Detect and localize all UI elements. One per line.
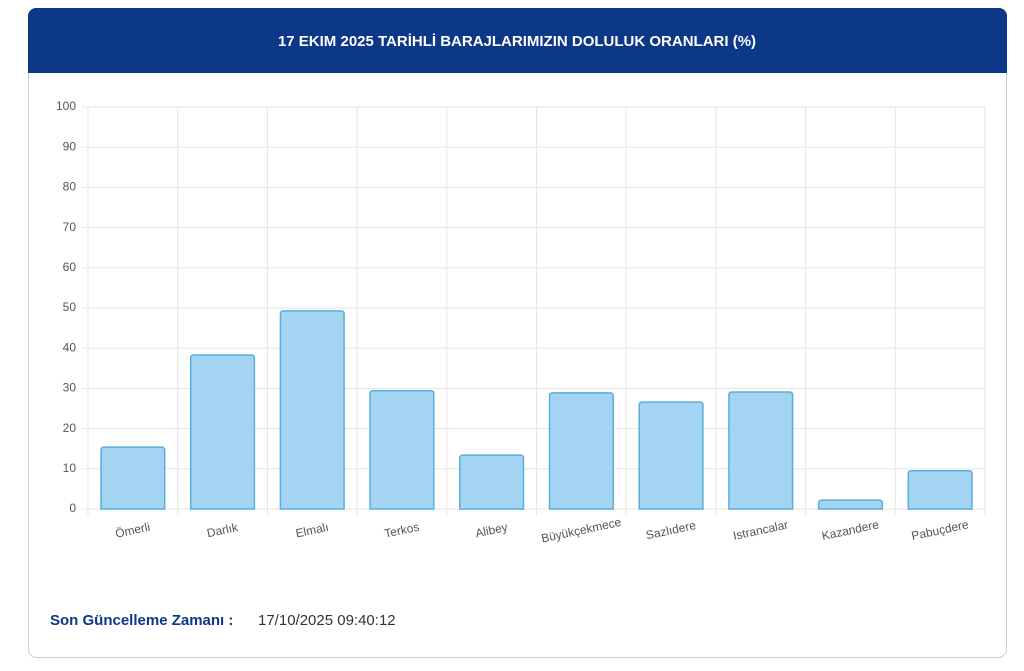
card bbox=[28, 8, 1007, 658]
x-tick-label: Darlık bbox=[206, 520, 241, 540]
y-tick-label: 60 bbox=[63, 260, 77, 274]
footer-value: 17/10/2025 09:40:12 bbox=[258, 612, 396, 629]
y-tick-label: 0 bbox=[69, 501, 76, 515]
header bbox=[28, 8, 1007, 73]
bar bbox=[100, 446, 166, 510]
y-tick-label: 100 bbox=[56, 99, 76, 113]
bar bbox=[369, 390, 435, 510]
bar bbox=[817, 499, 884, 510]
y-tick-label: 80 bbox=[63, 180, 77, 194]
x-tick-label: Alibey bbox=[474, 520, 509, 540]
bar bbox=[189, 354, 256, 510]
bar bbox=[548, 392, 614, 510]
y-tick-label: 20 bbox=[63, 421, 77, 435]
y-tick-label: 90 bbox=[63, 139, 77, 153]
x-tick-label: Elmalı bbox=[294, 520, 330, 541]
y-tick-label: 50 bbox=[63, 300, 77, 314]
y-tick-label: 30 bbox=[63, 381, 77, 395]
bar bbox=[279, 310, 345, 510]
footer-label: Son Güncelleme Zamanı : bbox=[50, 612, 233, 629]
bar bbox=[907, 470, 973, 510]
bar bbox=[459, 454, 525, 510]
y-tick-label: 70 bbox=[63, 220, 77, 234]
chart-title: 17 EKIM 2025 TARİHLİ BARAJLARIMIZIN DOLU… bbox=[278, 33, 756, 50]
y-tick-label: 40 bbox=[63, 340, 77, 354]
bar bbox=[728, 391, 794, 510]
y-tick-label: 10 bbox=[63, 461, 77, 475]
bar bbox=[638, 401, 704, 510]
